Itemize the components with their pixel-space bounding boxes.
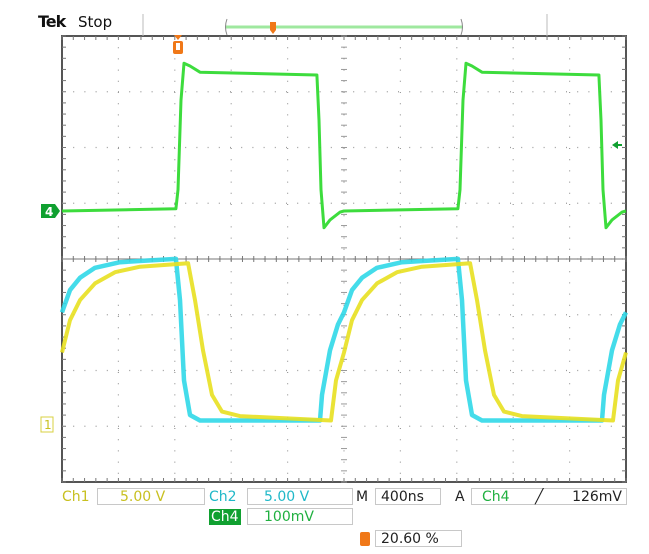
trigger-label: A <box>455 489 465 505</box>
ch1-scale[interactable]: 5.00 V <box>97 488 205 505</box>
graticule <box>61 35 627 483</box>
brand-logo: Tek <box>38 12 66 31</box>
trace-ch2 <box>59 256 629 423</box>
trigger-source: Ch4 <box>482 489 510 505</box>
trigger-position-marker-icon <box>270 22 276 34</box>
ch2-label[interactable]: Ch2 <box>209 489 237 505</box>
trigger-position[interactable]: 20.60 % <box>375 530 462 547</box>
trigger-level-arrow-icon <box>612 141 622 149</box>
trace-ch4 <box>61 61 627 230</box>
trigger-level: 126mV <box>572 489 622 505</box>
trace-ch1 <box>60 261 628 423</box>
waveform-traces <box>59 61 629 423</box>
timebase-scale[interactable]: 400ns <box>375 488 441 505</box>
trigger-settings[interactable]: Ch4 ╱ 126mV <box>471 488 627 505</box>
rising-edge-icon: ╱ <box>535 489 544 505</box>
trigger-point-marker-icon <box>173 35 183 54</box>
ch1-label[interactable]: Ch1 <box>62 489 90 505</box>
timebase-label: M <box>356 489 369 505</box>
svg-text:4: 4 <box>45 205 53 219</box>
record-length-bar <box>225 18 463 36</box>
ch4-ground-marker: 4 <box>41 204 60 219</box>
ch4-label[interactable]: Ch4 <box>209 509 241 525</box>
trigger-position-icon <box>360 532 370 546</box>
svg-text:1: 1 <box>44 418 52 432</box>
ch2-scale[interactable]: 5.00 V <box>247 488 353 505</box>
acquisition-status: Stop <box>78 13 113 31</box>
ch4-scale[interactable]: 100mV <box>247 508 353 525</box>
ch1-ground-marker: 1 <box>40 416 54 433</box>
